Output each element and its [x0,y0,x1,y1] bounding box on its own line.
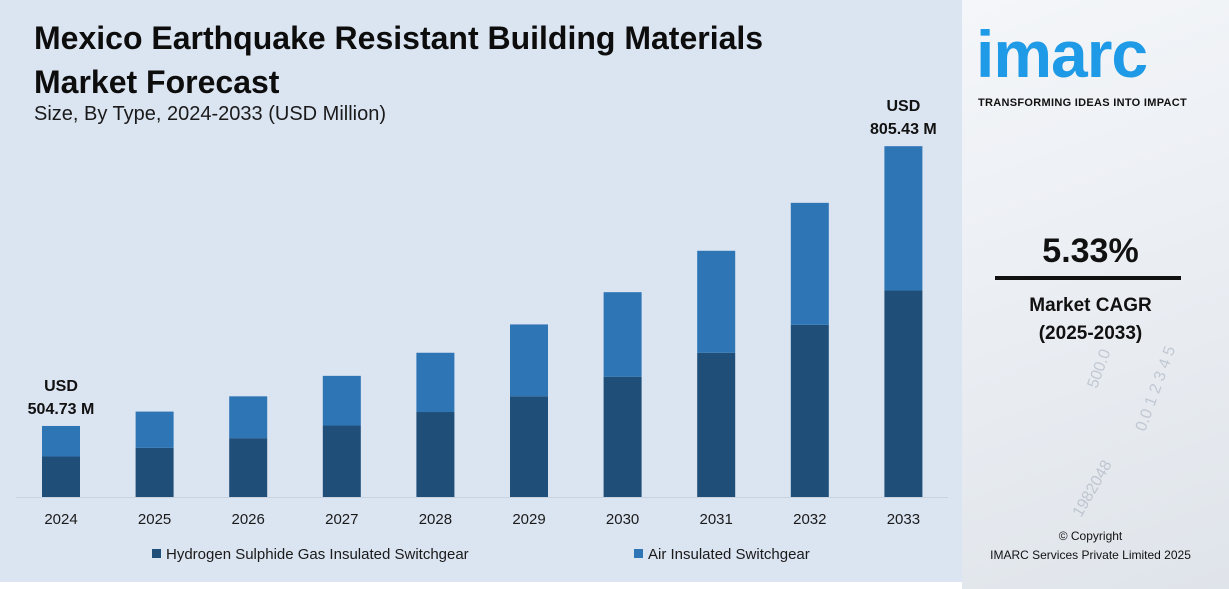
bar-hydrogen-sulphide-2026 [229,438,268,497]
x-tick-label-2026: 2026 [232,511,265,528]
legend-swatch-air-insulated [634,549,643,558]
page-title: Mexico Earthquake Resistant Building Mat… [34,16,763,104]
bar-hydrogen-sulphide-2028 [416,412,455,497]
cagr-period: (2025-2033) [1038,323,1143,344]
bar-hydrogen-sulphide-2027 [322,425,361,497]
legend-label-air-insulated: Air Insulated Switchgear [648,546,810,563]
x-tick-label-2030: 2030 [606,511,639,528]
annotation-value-2033: 805.43 M [870,121,937,138]
bar-air-insulated-2031 [697,250,736,353]
bar-hydrogen-sulphide-2032 [790,324,829,497]
x-tick-label-2032: 2032 [793,511,826,528]
bar-hydrogen-sulphide-2030 [603,376,642,497]
bar-air-insulated-2028 [416,352,455,413]
brand-tagline: TRANSFORMING IDEAS INTO IMPACT [978,97,1188,109]
bar-hydrogen-sulphide-2029 [510,396,548,497]
stacked-bar-chart: 2024 2025 2026 2027 2028 2029 2030 2031 2032 2033… [16,98,948,563]
title-line-2: Market Forecast [34,64,280,100]
bar-air-insulated-2033 [884,146,923,291]
bar-hydrogen-sulphide-2031 [697,352,736,497]
bar-air-insulated-2024 [42,425,80,457]
company-name: IMARC Services Private Limited 2025 [990,548,1191,562]
annotation-value-2024: 504.73 M [28,401,95,418]
bar-air-insulated-2032 [790,202,829,325]
bar-hydrogen-sulphide-2033 [884,290,923,497]
legend-swatch-hydrogen-sulphide [152,549,161,558]
cagr-value: 5.33% [1042,232,1139,270]
bar-air-insulated-2026 [229,396,268,439]
annotation-usd-2033: USD [887,98,921,115]
chart-subtitle: Size, By Type, 2024-2033 (USD Million) [34,103,387,125]
bar-air-insulated-2027 [322,375,361,426]
copyright-text: © Copyright [1058,529,1123,543]
legend-label-hydrogen-sulphide: Hydrogen Sulphide Gas Insulated Switchge… [166,546,469,563]
imarc-logo: imarc [976,17,1148,91]
x-tick-label-2031: 2031 [700,511,733,528]
x-tick-label-2033: 2033 [887,511,920,528]
chart-panel: Mexico Earthquake Resistant Building Mat… [0,0,962,582]
title-line-1: Mexico Earthquake Resistant Building Mat… [34,20,764,56]
cagr-label: Market CAGR [1029,295,1152,316]
annotation-usd-2024: USD [44,378,78,395]
bar-hydrogen-sulphide-2025 [135,447,174,497]
bar-hydrogen-sulphide-2024 [42,456,80,497]
x-tick-label-2029: 2029 [512,511,545,528]
bar-air-insulated-2029 [510,324,548,397]
bar-air-insulated-2025 [135,411,174,448]
bar-air-insulated-2030 [603,292,642,377]
info-panel: 500.0 0.0 1 2 3 4 5 1982048 imarc TRANSF… [962,0,1229,589]
cagr-divider [995,276,1181,280]
x-tick-label-2024: 2024 [44,511,77,528]
x-tick-label-2025: 2025 [138,511,171,528]
x-tick-label-2027: 2027 [325,511,358,528]
x-tick-label-2028: 2028 [419,511,452,528]
